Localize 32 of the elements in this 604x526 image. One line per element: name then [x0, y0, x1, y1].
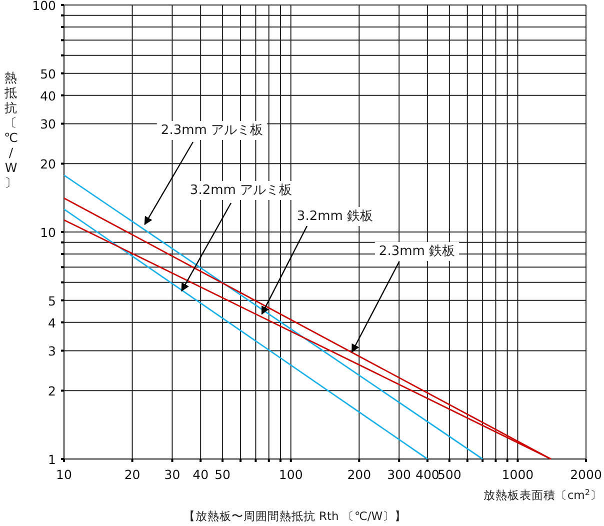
x-tick-label: 500 [437, 467, 462, 482]
x-axis-title: 放熱板表面積〔cm$^{2}$〕 [483, 488, 602, 502]
annotation: 2.3mm 鉄板 [351, 242, 460, 353]
y-axis-title: 熱抵抗〔℃/W〕 [4, 70, 18, 190]
annotation: 3.2mm 鉄板 [296, 209, 374, 224]
text: 【放熱板〜周囲間熱抵抗 Rth 〔℃/W〕】 [183, 509, 407, 523]
x-tick-label: 2000 [570, 467, 602, 482]
x-tick-label: 30 [164, 467, 180, 482]
y-tick-label: 40 [40, 88, 56, 104]
x-tick-label: 300 [387, 467, 412, 482]
y-tick-label: 100 [32, 0, 56, 13]
x-tick-label: 50 [214, 467, 231, 482]
y-tick-label: 4 [48, 315, 56, 330]
y-tick-label: 30 [40, 116, 56, 132]
annotation: 2.3mm アルミ板 [160, 123, 264, 138]
y-tick-label: 50 [40, 66, 56, 82]
x-tick-label: 1000 [502, 467, 534, 482]
y-tick-label: 1 [48, 452, 56, 467]
y-tick-label: 5 [48, 293, 56, 308]
y-tick-label: 2 [48, 384, 56, 399]
x-tick-label: 400 [416, 467, 440, 482]
annotation: 3.2mm アルミ板 [190, 183, 292, 198]
x-tick-label: 20 [124, 467, 140, 482]
annotation: 3.2mm アルミ板 [181, 181, 296, 292]
x-tick-label: 100 [278, 467, 303, 482]
y-tick-label: 3 [48, 344, 56, 359]
y-tick-label: 20 [40, 156, 56, 172]
x-tick-label: 200 [347, 467, 372, 482]
x-tick-label: 40 [192, 467, 209, 482]
annotation: 2.3mm 鉄板 [378, 244, 456, 259]
annotation: 3.2mm 鉄板 [261, 207, 378, 315]
y-tick-label: 10 [40, 225, 56, 240]
